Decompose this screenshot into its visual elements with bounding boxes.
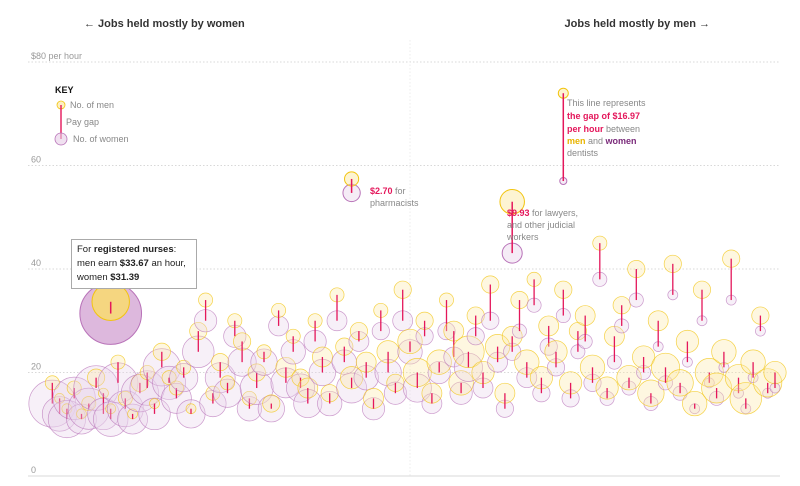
key-men-label: No. of men	[70, 100, 114, 110]
lawyers-value: $9.93	[507, 208, 530, 218]
tooltip-mid2: an hour, women	[77, 258, 186, 283]
dentists-women: women	[605, 136, 637, 146]
lawyers-line3: workers	[506, 232, 539, 242]
pharmacists-annotation: $2.70 for pharmacists	[370, 186, 419, 208]
dentists-between: between	[604, 124, 641, 134]
tooltip-job: registered nurses	[93, 244, 174, 255]
y-tick-labels: 0 20 40 60 $80 per hour	[31, 51, 82, 475]
dentists-per-hour: per hour	[567, 124, 604, 134]
dentists-annotation: This line represents the gap of $16.97 p…	[567, 98, 646, 158]
dentists-men: men	[567, 136, 586, 146]
nurses-tooltip: For registered nurses: men earn $33.67 a…	[71, 239, 197, 289]
y-tick-label: 40	[31, 258, 41, 268]
occupation-bubbles	[28, 235, 787, 439]
pharmacists-value: $2.70	[370, 186, 393, 196]
pharmacists-line2: pharmacists	[370, 198, 419, 208]
dentists-line2: the gap of $16.97	[567, 111, 640, 121]
y-tick-label: 60	[31, 155, 41, 165]
tooltip-mid1: : men earn	[77, 244, 177, 269]
highlighted-occupations	[79, 87, 569, 345]
dentists-line5: dentists	[567, 148, 599, 158]
lawyers-line2: and other judicial	[507, 220, 575, 230]
header-women: ← Jobs held mostly by women	[84, 18, 245, 30]
y-gridlines	[28, 61, 780, 477]
pharmacists-line1: $2.70 for	[370, 186, 406, 196]
tooltip-pre: For	[77, 244, 94, 255]
pharmacists-for: for	[393, 186, 406, 196]
key-title: KEY	[55, 85, 74, 95]
y-tick-label: 0	[31, 465, 36, 475]
dentists-line1: This line represents	[567, 98, 646, 108]
lawyers-annotation: $9.93 for lawyers, and other judicial wo…	[506, 208, 578, 242]
dentists-line4: men and women	[567, 136, 637, 146]
lawyers-line1: $9.93 for lawyers,	[507, 208, 578, 218]
key-women-label: No. of women	[73, 134, 129, 144]
key-women-icon	[54, 132, 68, 146]
lawyers-for: for lawyers,	[530, 208, 579, 218]
y-tick-label: $80 per hour	[31, 51, 82, 61]
header-men: Jobs held mostly by men →	[565, 18, 710, 30]
tooltip-men-wage: $33.67	[119, 258, 149, 269]
key-gap-label: Pay gap	[66, 117, 99, 127]
legend-key: KEY No. of men Pay gap No. of women	[54, 85, 129, 146]
y-tick-label: 20	[31, 362, 41, 372]
dentists-line3: per hour between	[567, 124, 640, 134]
tooltip-women-wage: $31.39	[110, 272, 140, 283]
dentists-and: and	[586, 136, 606, 146]
